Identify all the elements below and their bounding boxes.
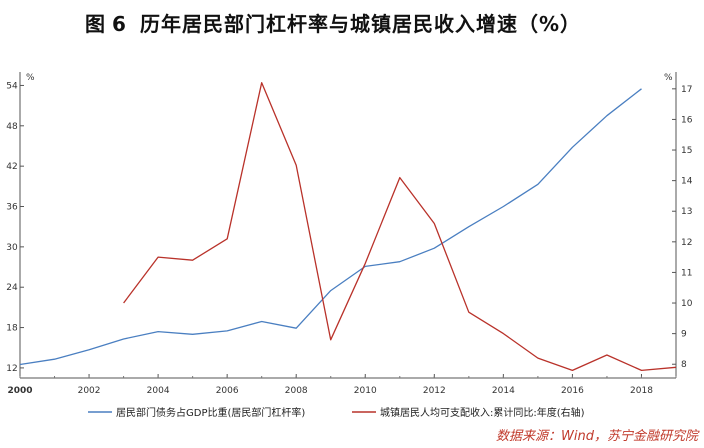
right-axis-tick-label: 8 [681,360,687,370]
right-axis-unit: % [664,73,673,83]
left-axis-tick-label: 48 [6,122,18,132]
left-axis-tick-label: 18 [6,324,18,334]
right-axis-tick-label: 16 [681,115,693,125]
left-axis-tick-label: 42 [6,162,17,172]
chart-axes: % % 12 18 24 30 36 42 48 54 8 9 10 11 12 13 14 15 16 17 2000… [6,72,693,396]
left-axis-tick-label: 54 [6,81,18,91]
chart-legend: 居民部门债务占GDP比重(居民部门杠杆率) 城镇居民人均可支配收入:累计同比:年度… [88,406,585,419]
chart-title: 图 6 历年居民部门杠杆率与城镇居民收入增速（%） [0,2,704,42]
source-note: 数据来源：Wind，苏宁金融研究院 [496,429,698,444]
figure-number: 图 6 [85,12,126,36]
right-axis-tick-label: 13 [681,207,692,217]
chart-title-text: 历年居民部门杠杆率与城镇居民收入增速（%） [140,12,582,36]
x-axis-tick-label: 2012 [423,386,446,396]
x-axis-tick-label: 2002 [78,386,101,396]
x-axis-tick-label: 2014 [492,386,515,396]
right-axis-tick-label: 14 [681,177,693,187]
legend-label-2: 城镇居民人均可支配收入:累计同比:年度(右轴) [380,406,585,419]
x-axis-tick-label: 2004 [147,386,170,396]
left-axis-tick-label: 30 [6,243,18,253]
left-axis-unit: % [26,73,35,83]
x-axis-tick-label: 2018 [630,386,653,396]
x-axis-tick-label: 2000 [7,386,32,396]
x-axis-tick-label: 2016 [561,386,584,396]
left-axis-tick-label: 36 [6,203,18,213]
right-axis-tick-label: 11 [681,268,692,278]
chart-series [19,82,677,372]
series-line-1 [19,88,642,366]
right-axis-tick-label: 15 [681,146,692,156]
left-axis-tick-label: 24 [6,283,18,293]
x-axis-tick-label: 2006 [216,386,239,396]
legend-label-1: 居民部门债务占GDP比重(居民部门杠杆率) [116,406,305,419]
right-axis-tick-label: 9 [681,330,687,340]
left-axis-tick-label: 12 [6,364,17,374]
x-axis-tick-label: 2008 [285,386,308,396]
right-axis-tick-label: 12 [681,238,692,248]
right-axis-tick-label: 17 [681,85,692,95]
x-axis-tick-label: 2010 [354,386,377,396]
right-axis-tick-label: 10 [681,299,693,309]
series-line-2 [123,82,677,372]
